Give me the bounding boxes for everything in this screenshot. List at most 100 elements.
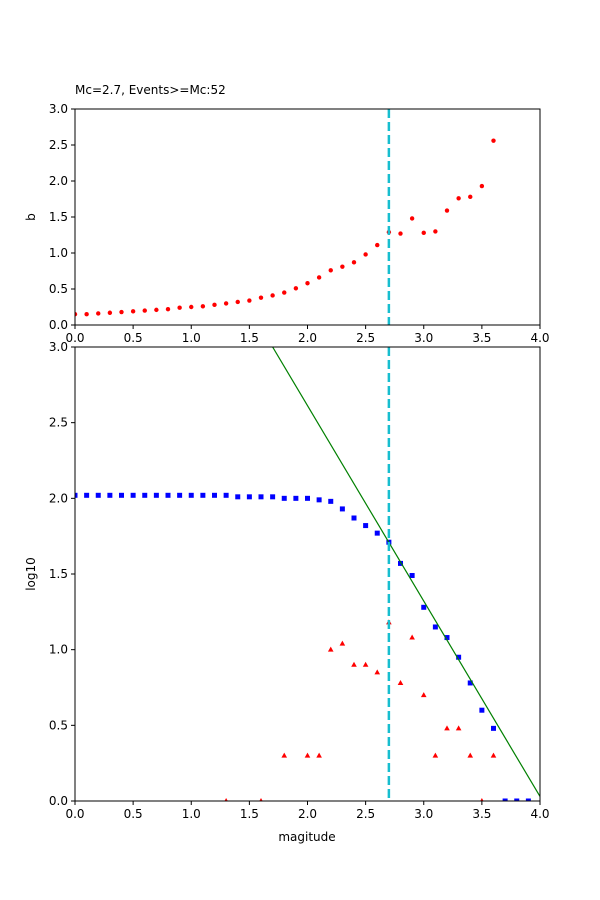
data-point bbox=[432, 624, 438, 630]
data-point bbox=[200, 492, 206, 498]
fit-line bbox=[272, 347, 540, 797]
x-tick-label: 1.5 bbox=[240, 807, 259, 821]
data-point bbox=[316, 275, 322, 280]
x-axis-label: magitude bbox=[278, 830, 335, 844]
y-axis-label: b bbox=[24, 213, 38, 221]
data-point bbox=[130, 309, 136, 314]
data-point bbox=[258, 295, 264, 300]
data-point bbox=[282, 290, 287, 295]
x-tick-label: 4.0 bbox=[530, 807, 549, 821]
data-point bbox=[95, 492, 101, 498]
x-tick-label: 3.0 bbox=[414, 331, 433, 345]
b-value-panel: Mc=2.7, Events>=Mc:52 b 0.0 0.5 1.0 1.5 2.0 2… bbox=[24, 83, 550, 345]
data-point bbox=[444, 635, 450, 641]
x-tick-label: 3.5 bbox=[472, 807, 491, 821]
data-point bbox=[363, 523, 369, 529]
frequency-magnitude-panel: log10 magitude 0.0 0.5 1.0 1.5 2.0 2.5 3.0 3.5 4… bbox=[24, 340, 550, 844]
data-point bbox=[327, 646, 334, 652]
data-point bbox=[479, 183, 485, 189]
data-point bbox=[421, 604, 427, 610]
x-tick-label: 2.0 bbox=[298, 807, 317, 821]
data-point bbox=[305, 495, 310, 501]
y-tick-label: 3.0 bbox=[49, 102, 68, 116]
data-point bbox=[339, 640, 346, 646]
x-tick-label: 3.0 bbox=[414, 807, 433, 821]
data-point bbox=[293, 495, 299, 501]
data-point bbox=[397, 679, 404, 685]
data-point bbox=[525, 798, 531, 801]
y-tick-label: 0.0 bbox=[49, 794, 68, 808]
data-point bbox=[223, 492, 229, 498]
data-point bbox=[259, 798, 263, 801]
y-axis-label: log10 bbox=[24, 557, 38, 591]
data-point bbox=[188, 492, 194, 498]
data-point bbox=[467, 752, 474, 758]
data-point bbox=[84, 312, 89, 317]
y-tick-label: 1.5 bbox=[49, 210, 68, 224]
y-tick-label: 1.0 bbox=[49, 246, 68, 260]
data-point bbox=[456, 654, 462, 660]
data-point bbox=[316, 497, 322, 503]
series-1 bbox=[224, 619, 497, 801]
x-tick-label: 1.0 bbox=[182, 331, 201, 345]
data-point bbox=[409, 216, 415, 221]
plot-area: 0.0 0.5 1.0 1.5 2.0 2.5 3.0 3.5 4.0 0.0 0.5 1.0 1.5 2… bbox=[49, 340, 550, 821]
x-tick-label: 4.0 bbox=[530, 331, 549, 345]
data-point bbox=[281, 752, 288, 758]
data-point bbox=[75, 312, 78, 317]
series-0 bbox=[75, 138, 496, 317]
data-point bbox=[456, 196, 461, 201]
data-point bbox=[177, 492, 183, 498]
y-tick-label: 1.0 bbox=[49, 643, 68, 657]
data-point bbox=[153, 492, 159, 498]
data-point bbox=[374, 530, 380, 536]
data-point bbox=[142, 492, 148, 498]
x-tick-label: 2.5 bbox=[356, 331, 375, 345]
y-tick-label: 2.5 bbox=[49, 138, 68, 152]
data-point bbox=[154, 307, 159, 313]
y-tick-label: 0.0 bbox=[49, 318, 68, 332]
data-point bbox=[223, 301, 229, 306]
data-point bbox=[432, 752, 439, 758]
data-point bbox=[433, 229, 438, 234]
data-point bbox=[455, 725, 462, 731]
data-point bbox=[247, 298, 252, 303]
data-point bbox=[142, 308, 147, 313]
y-tick-label: 2.0 bbox=[49, 174, 68, 188]
data-point bbox=[468, 194, 473, 200]
data-point bbox=[480, 798, 484, 801]
x-tick-label: 1.5 bbox=[240, 331, 259, 345]
data-point bbox=[212, 492, 217, 498]
y-tick-label: 2.0 bbox=[49, 491, 68, 505]
data-point bbox=[119, 492, 124, 498]
data-point bbox=[246, 494, 252, 500]
y-tick-label: 2.5 bbox=[49, 416, 68, 430]
data-point bbox=[119, 309, 124, 315]
data-point bbox=[502, 798, 508, 801]
data-point bbox=[398, 560, 403, 566]
data-point bbox=[339, 506, 345, 512]
data-point bbox=[351, 260, 357, 265]
x-tick-label: 0.5 bbox=[124, 331, 143, 345]
x-tick-label: 0.0 bbox=[65, 331, 84, 345]
data-layer bbox=[75, 138, 496, 317]
data-point bbox=[479, 707, 485, 713]
data-point bbox=[514, 798, 520, 801]
data-point bbox=[177, 305, 182, 310]
data-point bbox=[328, 268, 333, 273]
data-point bbox=[351, 661, 357, 667]
data-point bbox=[398, 231, 403, 236]
y-tick-label: 0.5 bbox=[49, 718, 68, 732]
data-point bbox=[293, 286, 299, 291]
data-point bbox=[444, 725, 450, 731]
y-tick-label: 0.5 bbox=[49, 282, 68, 296]
x-tick-label: 0.5 bbox=[124, 807, 143, 821]
data-point bbox=[374, 669, 381, 675]
data-point bbox=[200, 304, 206, 309]
data-point bbox=[409, 634, 415, 640]
data-point bbox=[75, 492, 78, 498]
x-tick-label: 2.5 bbox=[356, 807, 375, 821]
data-point bbox=[490, 752, 497, 758]
data-point bbox=[270, 494, 276, 500]
data-point bbox=[316, 752, 322, 758]
